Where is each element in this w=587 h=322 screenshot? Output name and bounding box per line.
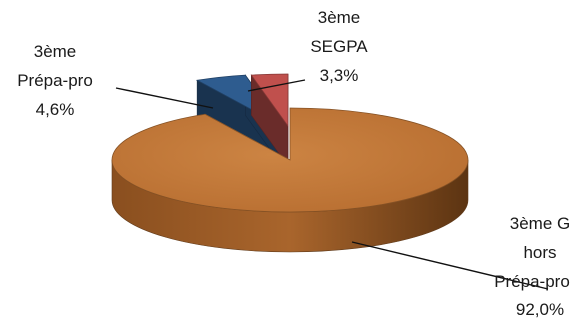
slice-segpa (250, 73, 289, 167)
label-g-line2: hors (523, 243, 556, 262)
label-g-value: 92,0% (516, 300, 564, 319)
slice-g-hors-prepa-pro (111, 107, 469, 253)
leader-line-segpa (247, 79, 306, 92)
label-segpa-value: 3,3% (320, 66, 359, 85)
label-g-line3: Prépa-pro (494, 272, 570, 291)
label-prepa-value: 4,6% (36, 100, 75, 119)
label-prepa-line2: Prépa-pro (17, 71, 93, 90)
label-g-line1: 3ème G (510, 214, 570, 233)
label-segpa-line2: SEGPA (310, 37, 368, 56)
leader-line-prepa (115, 87, 214, 109)
leader-line-g (351, 241, 549, 290)
label-prepa-line1: 3ème (34, 42, 77, 61)
label-segpa-line1: 3ème (318, 8, 361, 27)
